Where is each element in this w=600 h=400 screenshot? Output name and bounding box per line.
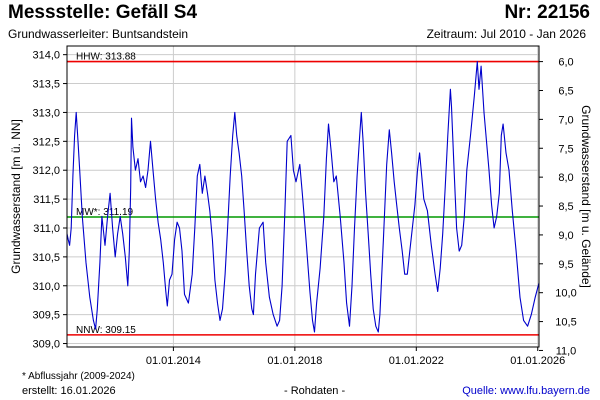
rawdata-label: - Rohdaten - <box>284 385 346 397</box>
reference-line-label: MW*: 311.19 <box>76 207 133 218</box>
y2-tick-label: 7,5 <box>558 143 573 155</box>
aquifer-label: Grundwasserleiter: Buntsandstein <box>8 27 189 41</box>
y-tick-label: 309,0 <box>32 339 60 351</box>
y2-tick-label: 8,5 <box>558 201 573 213</box>
y-tick-label: 312,0 <box>32 165 60 177</box>
x-tick-label: 01.01.2014 <box>146 355 201 367</box>
source-link[interactable]: Quelle: www.lfu.bayern.de <box>462 385 590 397</box>
grid-layer <box>67 46 539 347</box>
y2-tick-label: 10,0 <box>555 288 576 300</box>
x-tick-label: 01.01.2026 <box>510 355 565 367</box>
plot-frame <box>66 45 540 348</box>
reference-line-label: NNW: 309.15 <box>76 325 136 336</box>
y2-tick-label: 7,0 <box>558 114 573 126</box>
y-tick-label: 313,0 <box>32 107 60 119</box>
x-tick-label: 01.01.2022 <box>389 355 444 367</box>
created-date: erstellt: 16.01.2026 <box>22 385 116 397</box>
y-tick-label: 309,5 <box>32 310 60 322</box>
station-number: Nr: 22156 <box>504 2 590 23</box>
y-tick-label: 311,5 <box>33 194 60 206</box>
y2-tick-label: 10,5 <box>555 317 576 329</box>
y2-axis-title: Grundwasserstand [m u. Gelände] <box>579 105 593 288</box>
y-tick-label: 314,0 <box>32 50 60 62</box>
y-tick-label: 312,5 <box>32 136 60 148</box>
y-tick-label: 310,0 <box>32 281 60 293</box>
footnote: * Abflussjahr (2009-2024) <box>22 371 135 382</box>
y2-tick-label: 8,0 <box>558 172 573 184</box>
axis-layer: 309,0 309,5 310,0 310,5 311,0 311,5 312,0 312,5… <box>32 50 576 367</box>
x-tick-label: 01.01.2018 <box>267 355 322 367</box>
y2-tick-label: 6,0 <box>558 57 573 69</box>
series-line <box>66 61 540 333</box>
y2-tick-label: 9,0 <box>558 230 573 242</box>
reference-lines: HHW: 313.88 MW*: 311.19 NNW: 309.15 <box>67 52 539 336</box>
reference-line-label: HHW: 313.88 <box>76 52 136 63</box>
y-tick-label: 313,5 <box>32 79 60 91</box>
y2-tick-label: 11,0 <box>556 345 577 357</box>
station-title: Messstelle: Gefäll S4 <box>8 2 198 23</box>
series-layer <box>66 61 540 333</box>
y2-tick-label: 9,5 <box>558 259 573 271</box>
y-tick-label: 311,0 <box>33 223 60 235</box>
y-axis-title: Grundwasserstand [m ü. NN] <box>9 119 23 274</box>
period-label: Zeitraum: Jul 2010 - Jan 2026 <box>426 27 586 41</box>
y2-tick-label: 6,5 <box>558 85 573 97</box>
y-tick-label: 310,5 <box>32 252 60 264</box>
